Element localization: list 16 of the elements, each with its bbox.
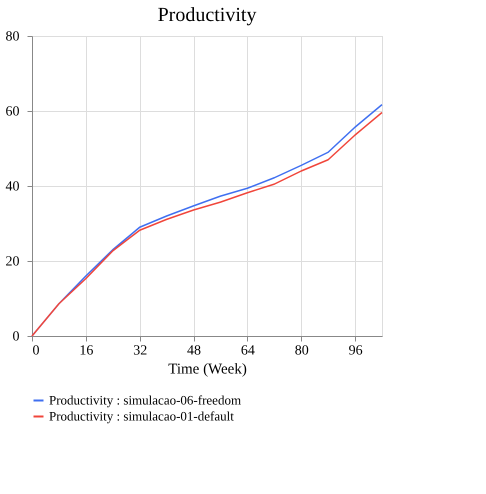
x-tick-label: 64 (240, 344, 255, 358)
x-tick-label: 48 (187, 344, 202, 358)
x-axis-title: Time (Week) (168, 362, 247, 378)
legend-label: Productivity : simulacao-06-freedom (49, 392, 242, 408)
chart-title: Productivity (158, 4, 256, 26)
y-tick-label: 40 (6, 180, 20, 194)
y-tick-label: 0 (12, 330, 20, 344)
y-tick-label: 60 (6, 104, 20, 120)
legend-label: Productivity : simulacao-01-default (49, 408, 234, 424)
x-tick-label: 0 (32, 344, 40, 358)
x-tick-label: 96 (348, 344, 363, 358)
y-tick-label: 20 (6, 254, 20, 270)
x-tick-label: 80 (294, 344, 309, 358)
x-tick-label: 16 (79, 344, 94, 358)
y-tick-label: 80 (6, 30, 20, 44)
x-tick-label: 32 (133, 344, 148, 358)
